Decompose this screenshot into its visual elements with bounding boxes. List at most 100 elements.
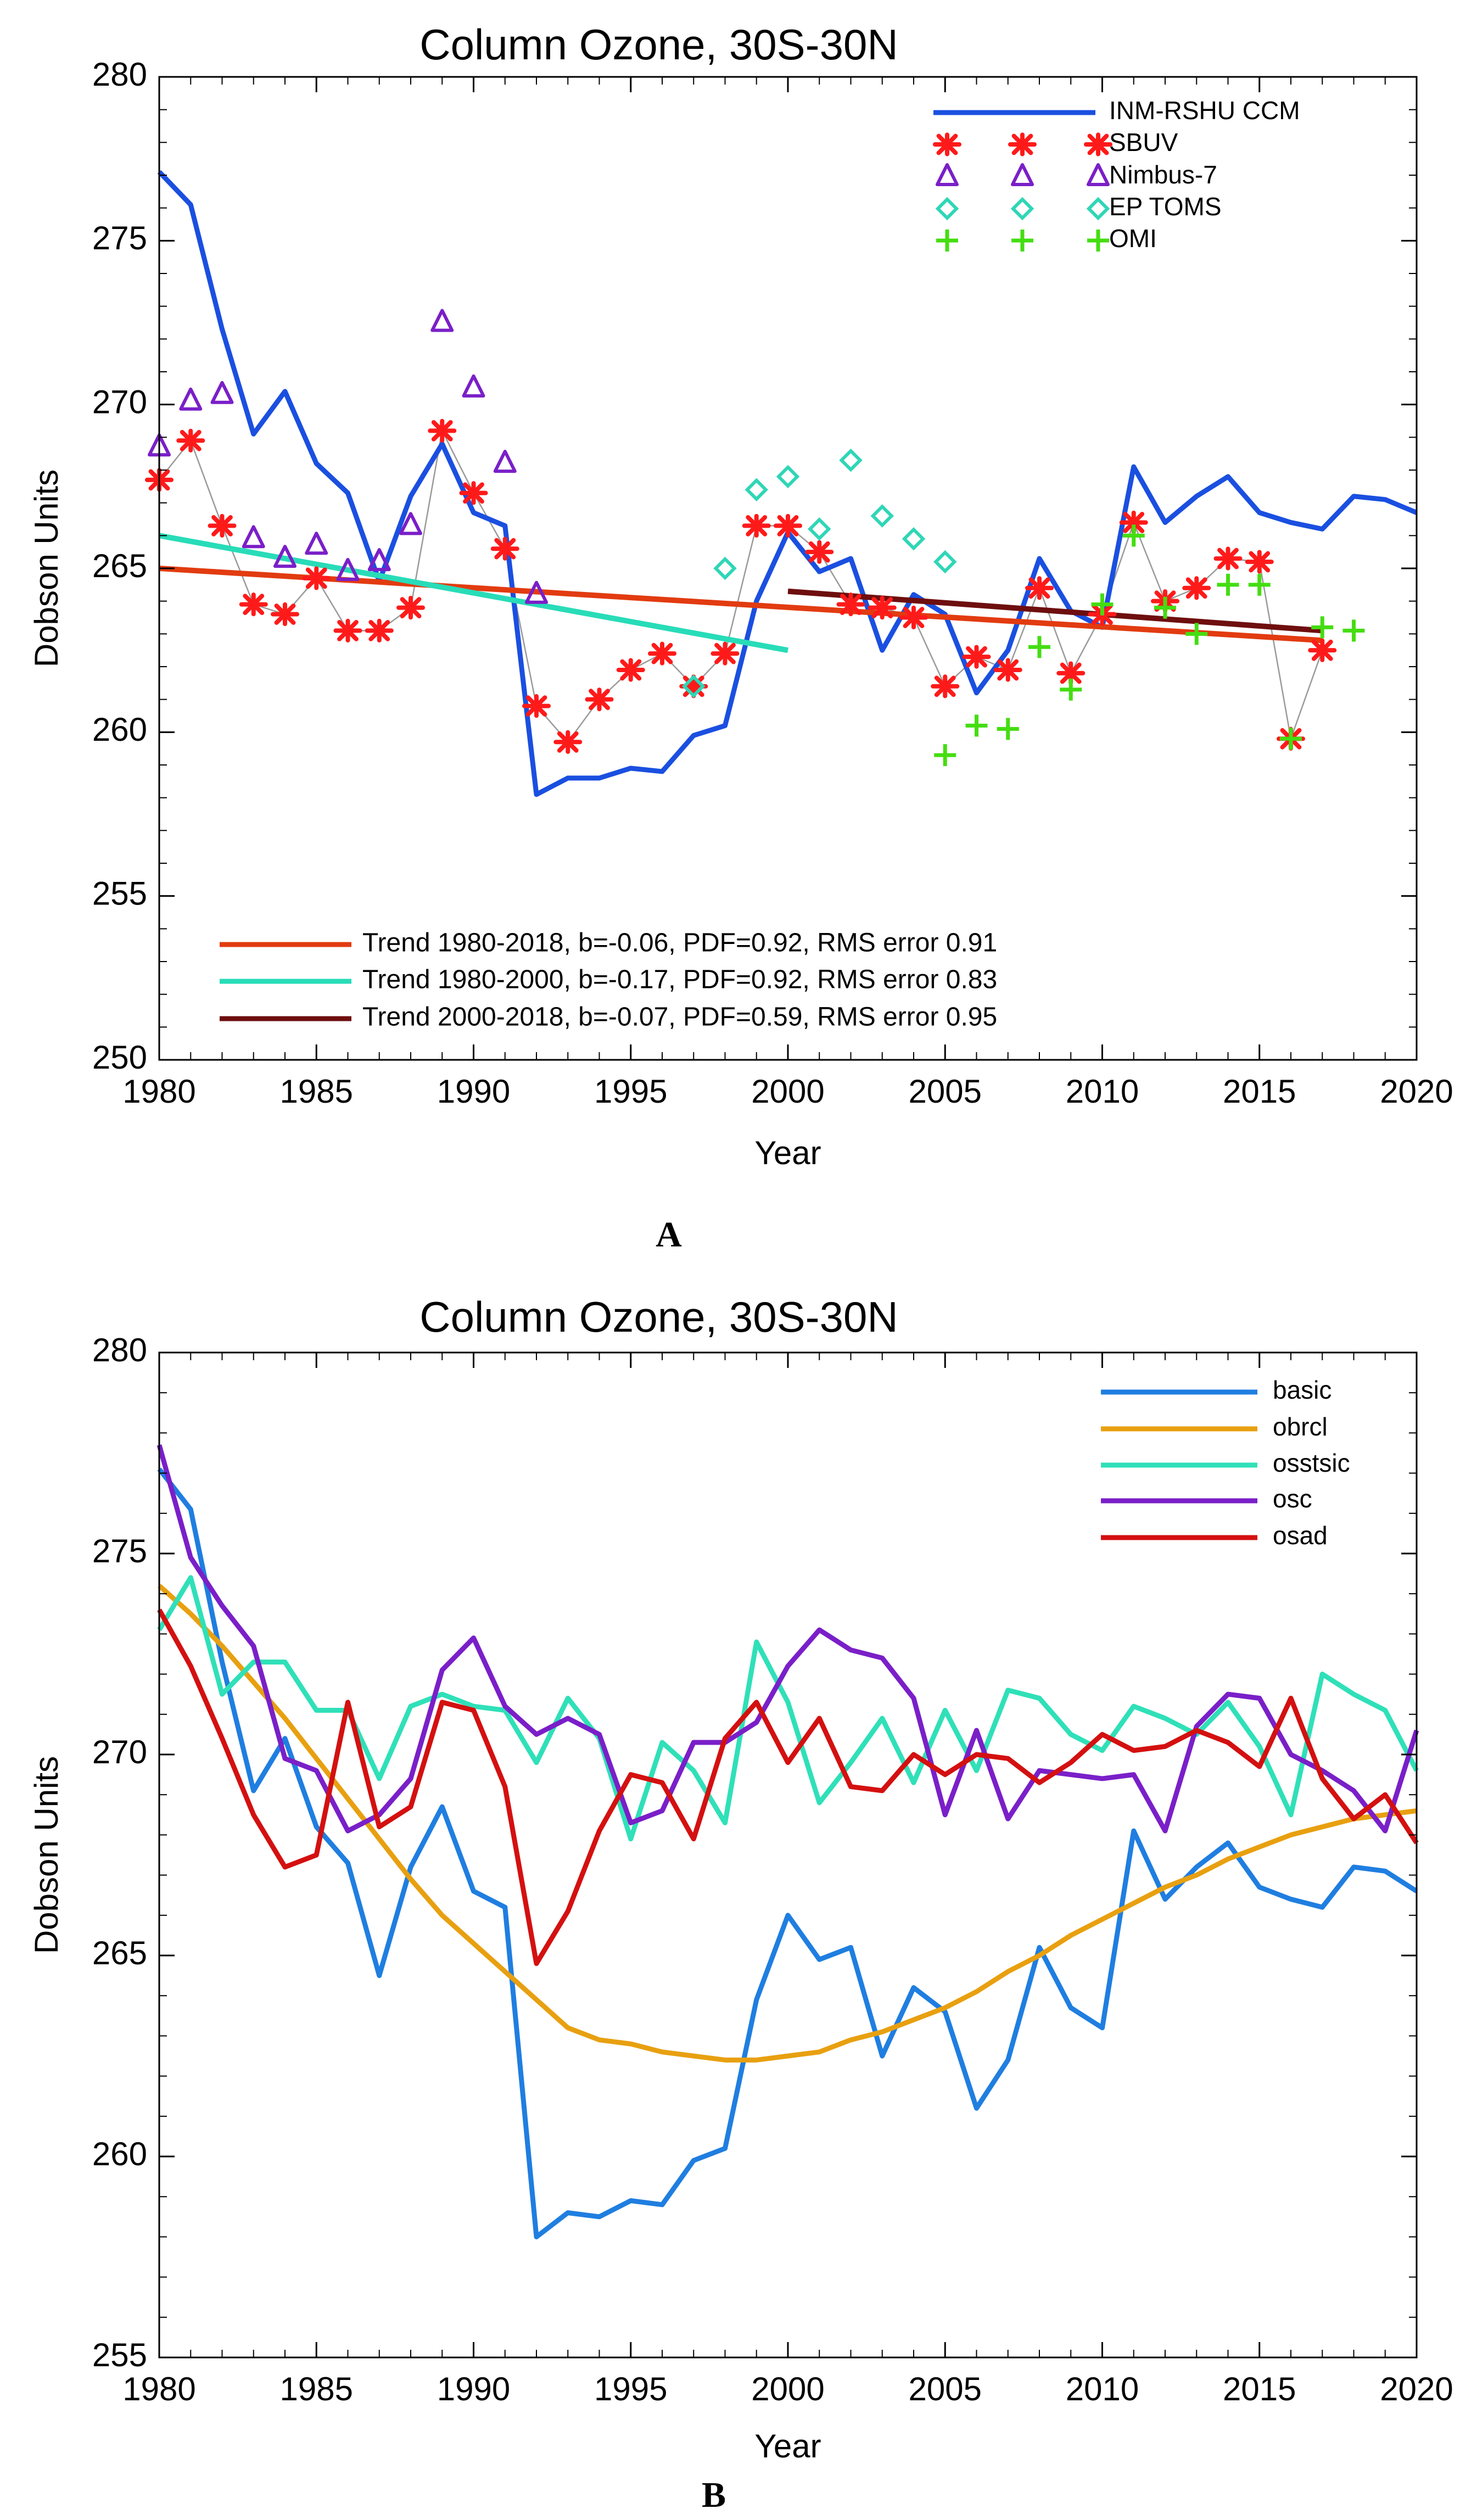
point-ep-toms-2003	[870, 504, 894, 528]
point-omi-2013	[1185, 623, 1208, 645]
legend-swatch-eptoms	[935, 197, 1110, 221]
point-sbuv-1993	[553, 730, 583, 754]
point-sbuv-1992	[522, 694, 551, 718]
leg-sym-sbuv-mark-1	[1008, 132, 1037, 157]
point-nimbus-7-1991	[493, 450, 517, 473]
x-tick-label-2000: 2000	[751, 1073, 824, 1110]
legend-swatch-sbuv	[933, 132, 1112, 157]
point-omi-2007	[997, 718, 1019, 740]
legend: INM-RSHU CCM SBUV Nimbus-7 EP TOMS OMI	[933, 96, 1300, 253]
trend-line-trend-1980-2000-b-0-17-pdf-0-92-rms-erro	[159, 533, 788, 653]
leg-sym-eptoms-mark-1	[1010, 197, 1034, 221]
y-tick-label-255: 255	[92, 2337, 147, 2373]
point-sbuv-1982	[208, 513, 237, 538]
point-nimbus-7-1985	[305, 532, 328, 555]
point-omi-2008	[1028, 636, 1050, 658]
leg-sym-sbuv-mark-0	[933, 132, 961, 157]
point-sbuv-2001	[805, 540, 834, 564]
legend-label-trend-1980-2018: Trend 1980-2018, b=-0.06, PDF=0.92, RMS …	[362, 929, 997, 958]
legend-label-eptoms: EP TOMS	[1109, 192, 1222, 221]
point-ep-toms-2002	[839, 448, 863, 472]
point-omi-2014	[1217, 573, 1239, 596]
x-tick-label-1985: 1985	[280, 1073, 353, 1110]
chart-title: Column Ozone, 30S-30N	[419, 1293, 898, 1341]
point-ep-toms-1999	[745, 478, 768, 502]
point-sbuv-2014	[1213, 546, 1243, 571]
point-sbuv-1994	[585, 688, 614, 712]
x-tick-label-2010: 2010	[1066, 2371, 1139, 2407]
point-omi-2017	[1311, 616, 1334, 639]
point-sbuv-2013	[1182, 576, 1211, 600]
point-nimbus-7-1984	[273, 545, 296, 568]
x-tick-label-2005: 2005	[909, 2371, 982, 2407]
leg-sym-nimbus-mark-2	[1087, 163, 1110, 186]
legend-label-nimbus: Nimbus-7	[1109, 160, 1217, 189]
y-tick-label-260: 260	[92, 2136, 147, 2172]
point-sbuv-1987	[365, 618, 394, 642]
plot-data	[156, 1444, 1419, 2239]
point-sbuv-2008	[1025, 576, 1054, 600]
legend-label-trend-1980-2000: Trend 1980-2000, b=-0.17, PDF=0.92, RMS …	[362, 965, 997, 994]
y-tick-label-280: 280	[92, 56, 147, 93]
point-sbuv-2011	[1119, 510, 1148, 535]
y-axis-label: Dobson Units	[28, 470, 65, 667]
y-tick-label-255: 255	[92, 875, 147, 912]
point-sbuv-1986	[333, 618, 362, 642]
point-nimbus-7-1988	[399, 512, 422, 535]
point-ep-toms-2005	[933, 550, 957, 574]
series-line-osc	[156, 1444, 1419, 1834]
point-sbuv-2003	[868, 596, 897, 620]
legend-label-sbuv: SBUV	[1109, 128, 1178, 157]
legend-label-obrcl: obrcl	[1273, 1412, 1328, 1441]
legend-label-basic: basic	[1273, 1376, 1331, 1404]
legend-label-trend-2000-2018: Trend 2000-2018, b=-0.07, PDF=0.59, RMS …	[362, 1003, 997, 1032]
chart-title: Column Ozone, 30S-30N	[419, 20, 898, 69]
series-line-osstsic	[157, 1575, 1419, 1842]
x-tick-label-1980: 1980	[122, 2371, 195, 2407]
x-tick-label-1995: 1995	[594, 2371, 667, 2407]
point-omi-2018	[1342, 619, 1365, 642]
point-nimbus-7-1986	[336, 557, 360, 581]
point-sbuv-1990	[459, 481, 488, 505]
point-sbuv-1995	[616, 658, 645, 682]
legend-label-osc: osc	[1273, 1484, 1312, 1513]
point-ep-toms-1997	[682, 674, 706, 699]
point-sbuv-2002	[836, 593, 865, 617]
point-sbuv-1996	[648, 641, 676, 666]
point-omi-2016	[1280, 728, 1302, 750]
leg-sym-nimbus-mark-1	[1011, 163, 1034, 186]
y-axis-label: Dobson Units	[28, 1756, 65, 1954]
point-omi-2012	[1154, 596, 1176, 619]
point-sbuv-1985	[302, 566, 331, 590]
leg-sym-nimbus-mark-0	[936, 163, 959, 186]
series-line-obrcl	[157, 1584, 1417, 2063]
legend-label-omi: OMI	[1109, 224, 1157, 253]
point-sbuv-2004	[899, 605, 928, 630]
point-nimbus-7-1982	[210, 381, 234, 404]
leg-sym-omi-mark-0	[936, 230, 958, 252]
x-tick-label-2015: 2015	[1223, 2371, 1296, 2407]
y-tick-label-280: 280	[92, 1332, 147, 1368]
panel-label-b: B	[702, 2475, 726, 2515]
x-tick-label-1990: 1990	[437, 1073, 510, 1110]
point-sbuv-2009	[1056, 661, 1086, 685]
point-sbuv-1998	[710, 641, 740, 666]
x-tick-label-1995: 1995	[594, 1073, 667, 1110]
leg-sym-omi-mark-1	[1011, 230, 1033, 252]
axis-ticks: 1980 1985 1990 1995 2000 2005 2010 2015 2020 255 2…	[92, 1332, 1453, 2407]
y-tick-label-260: 260	[92, 711, 147, 748]
legend-label-osstsic: osstsic	[1273, 1449, 1350, 1477]
plot-data	[145, 170, 1418, 797]
legend-label-model: INM-RSHU CCM	[1109, 96, 1300, 125]
series-line-osad	[157, 1608, 1419, 1966]
legend-label-osad: osad	[1273, 1521, 1328, 1550]
point-omi-2015	[1248, 573, 1271, 596]
leg-sym-eptoms-mark-0	[935, 197, 959, 221]
point-sbuv-1981	[176, 428, 205, 452]
point-sbuv-2000	[774, 513, 802, 538]
point-sbuv-1983	[239, 593, 268, 617]
legend-swatch-nimbus	[936, 163, 1110, 186]
x-tick-label-1990: 1990	[437, 2371, 510, 2407]
